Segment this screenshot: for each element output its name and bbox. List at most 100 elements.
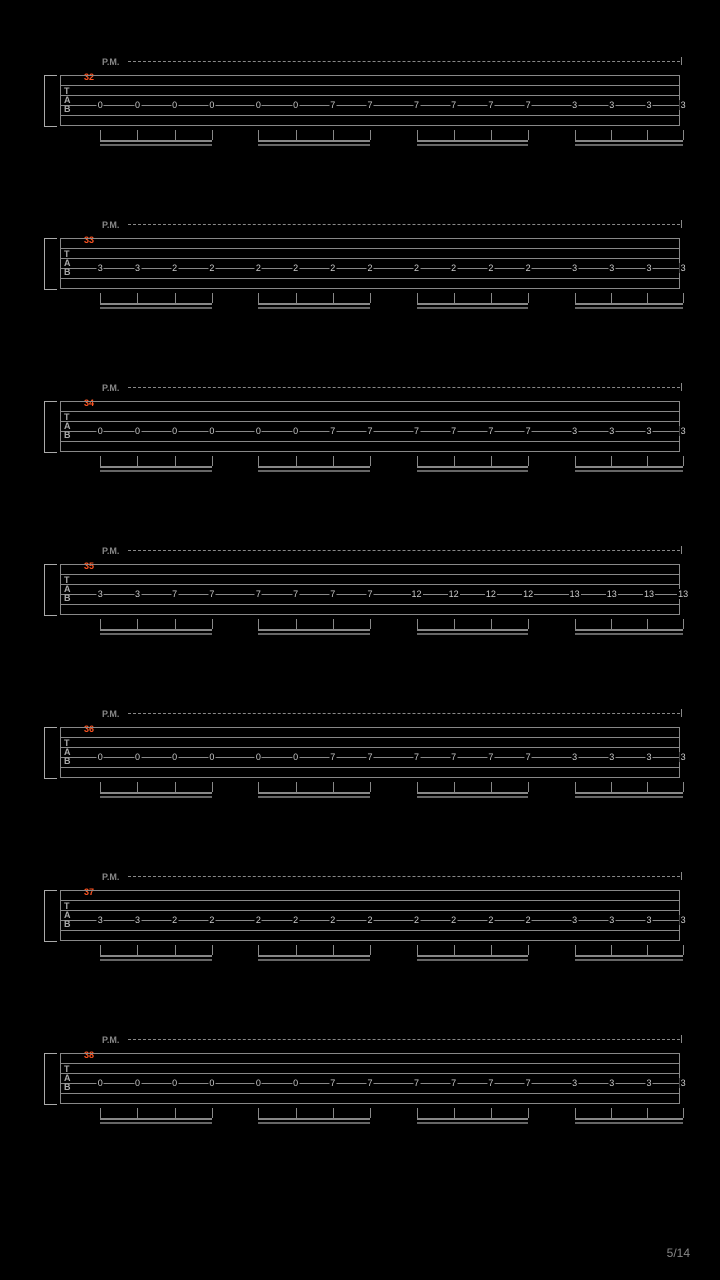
beam: [100, 144, 212, 146]
staff-lines: TAB0000007777773333: [60, 1053, 680, 1103]
note-stem: [333, 945, 334, 955]
tab-clef-label: TAB: [64, 576, 71, 603]
beam: [100, 140, 212, 142]
note-stem: [575, 619, 576, 629]
note-stem: [491, 945, 492, 955]
fret-number: 0: [97, 426, 104, 436]
note-stem: [647, 293, 648, 303]
pm-label: P.M.: [102, 872, 119, 882]
pm-dashed-line: [128, 224, 680, 226]
fret-number: 2: [487, 915, 494, 925]
fret-number: 7: [487, 426, 494, 436]
beam: [100, 466, 212, 468]
staff-bracket: [44, 890, 57, 942]
pm-label: P.M.: [102, 220, 119, 230]
barline: [60, 401, 61, 451]
note-stem: [611, 619, 612, 629]
note-stem: [212, 782, 213, 792]
note-stem: [100, 619, 101, 629]
note-stem: [611, 945, 612, 955]
fret-number: 13: [677, 589, 689, 599]
note-stem: [333, 619, 334, 629]
beam: [258, 796, 370, 798]
fret-number: 3: [571, 426, 578, 436]
fret-number: 7: [329, 100, 336, 110]
note-stem: [454, 456, 455, 466]
string-line: [60, 564, 680, 565]
fret-number: 0: [97, 752, 104, 762]
fret-number: 3: [645, 263, 652, 273]
beam: [575, 303, 684, 305]
note-stem: [333, 130, 334, 140]
note-stem: [528, 293, 529, 303]
note-stem: [137, 945, 138, 955]
note-stem: [528, 945, 529, 955]
note-stem: [528, 456, 529, 466]
beam: [417, 796, 529, 798]
fret-number: 7: [525, 426, 532, 436]
string-line: [60, 940, 680, 941]
fret-number: 7: [208, 589, 215, 599]
pm-end-tick: [680, 383, 682, 391]
note-stem: [575, 1108, 576, 1118]
fret-number: 7: [450, 1078, 457, 1088]
note-stem: [175, 130, 176, 140]
note-stem: [491, 293, 492, 303]
fret-number: 2: [208, 915, 215, 925]
note-stem: [683, 1108, 684, 1118]
note-stem: [491, 456, 492, 466]
fret-number: 3: [571, 1078, 578, 1088]
string-line: [60, 604, 680, 605]
fret-number: 7: [366, 426, 373, 436]
beam: [258, 792, 370, 794]
beam: [417, 303, 529, 305]
barline: [60, 75, 61, 125]
pm-end-tick: [680, 709, 682, 717]
beam: [100, 1122, 212, 1124]
fret-number: 2: [525, 263, 532, 273]
beam-group: [575, 459, 684, 473]
note-stem: [258, 456, 259, 466]
note-stem: [175, 293, 176, 303]
note-stem: [258, 130, 259, 140]
tab-staff: P.M.37TAB3322222222223333: [60, 890, 680, 940]
note-stem: [100, 945, 101, 955]
fret-number: 3: [645, 1078, 652, 1088]
string-line: [60, 75, 680, 76]
fret-number: 3: [680, 752, 687, 762]
fret-number: 7: [487, 1078, 494, 1088]
fret-number: 7: [487, 100, 494, 110]
fret-number: 7: [413, 752, 420, 762]
note-stem: [491, 782, 492, 792]
string-line: [60, 401, 680, 402]
beam: [575, 959, 684, 961]
fret-number: 2: [171, 915, 178, 925]
fret-number: 0: [292, 426, 299, 436]
note-stem: [137, 1108, 138, 1118]
fret-number: 3: [680, 426, 687, 436]
fret-number: 13: [606, 589, 618, 599]
note-stem: [370, 782, 371, 792]
note-stem: [100, 782, 101, 792]
fret-number: 7: [413, 1078, 420, 1088]
string-line: [60, 900, 680, 901]
fret-number: 0: [255, 426, 262, 436]
note-stem: [100, 130, 101, 140]
note-stem: [212, 945, 213, 955]
tab-staff: P.M.34TAB0000007777773333: [60, 401, 680, 451]
beam: [258, 470, 370, 472]
fret-number: 2: [255, 915, 262, 925]
fret-number: 2: [292, 915, 299, 925]
string-line: [60, 890, 680, 891]
staff-lines: TAB3322222222223333: [60, 890, 680, 940]
string-line: [60, 1073, 680, 1074]
beam: [100, 629, 212, 631]
note-stem: [175, 619, 176, 629]
beam-group: [100, 133, 212, 147]
beam: [575, 1122, 684, 1124]
fret-number: 12: [410, 589, 422, 599]
fret-number: 7: [366, 752, 373, 762]
tab-staff: P.M.38TAB0000007777773333: [60, 1053, 680, 1103]
fret-number: 7: [329, 589, 336, 599]
fret-number: 7: [366, 1078, 373, 1088]
